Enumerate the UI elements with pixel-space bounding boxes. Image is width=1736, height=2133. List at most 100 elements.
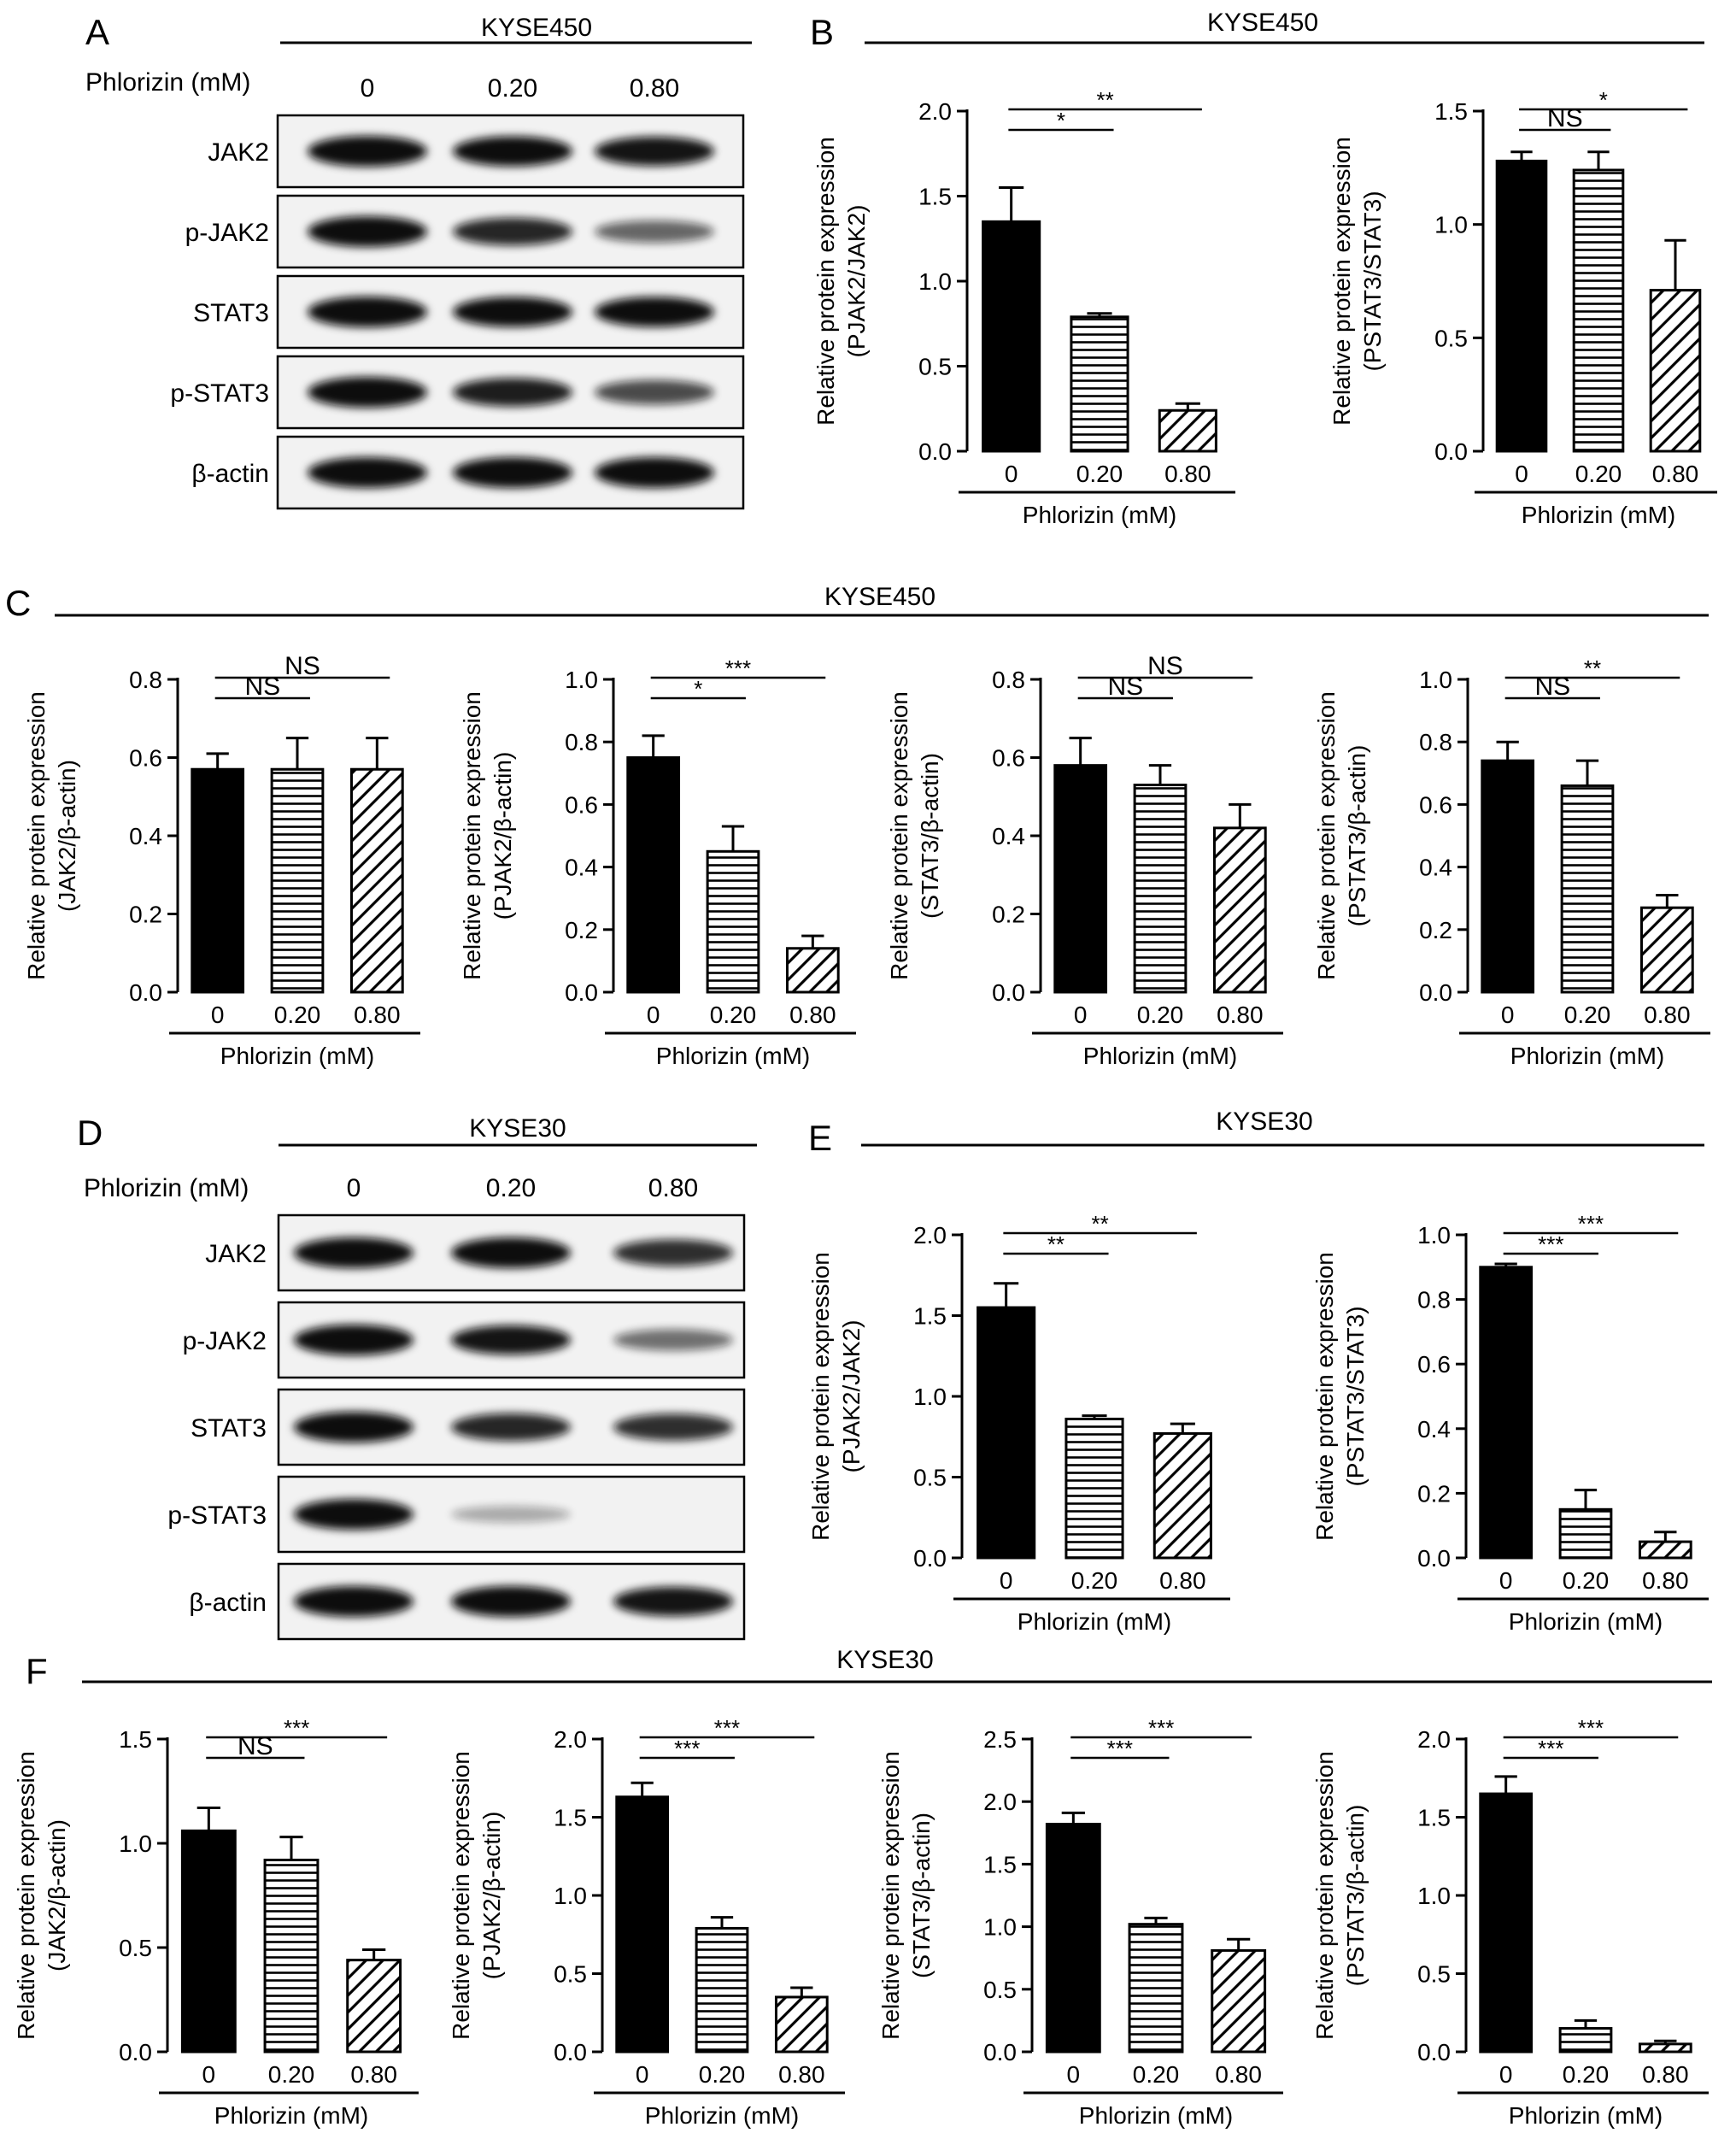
y-tick-label: 1.5 bbox=[554, 1805, 587, 1831]
panel-d: D KYSE30 Phlorizin (mM) 0 0.20 0.80 JAK2… bbox=[77, 1113, 757, 1641]
bar bbox=[1064, 1417, 1124, 1560]
significance-label: ** bbox=[1047, 1231, 1064, 1257]
significance-label: * bbox=[694, 676, 702, 702]
blot-label: β-actin bbox=[189, 1589, 267, 1617]
bar bbox=[1638, 2042, 1692, 2054]
x-tick-label: 0.80 bbox=[1642, 2061, 1689, 2088]
x-tick-label: 0.20 bbox=[268, 2061, 315, 2088]
y-axis-label-unit: (STAT3/β-actin) bbox=[908, 1813, 935, 1978]
bar bbox=[785, 947, 840, 994]
y-tick-label: 0.4 bbox=[1417, 1416, 1451, 1443]
bar bbox=[774, 1995, 829, 2054]
panel-a: A KYSE450 Phlorizin (mM) 0 0.20 0.80 JAK… bbox=[85, 12, 752, 510]
y-tick-label: 0.5 bbox=[1417, 1961, 1451, 1988]
y-tick-label: 0.0 bbox=[1419, 979, 1452, 1006]
blot-band bbox=[595, 457, 714, 488]
blot-band bbox=[453, 297, 572, 327]
blot-d-doses: 0 0.20 0.80 bbox=[347, 1174, 699, 1202]
y-tick-label: 0.0 bbox=[565, 979, 598, 1006]
y-tick-label: 0.2 bbox=[129, 902, 162, 928]
panel-f: F KYSE30 bbox=[26, 1646, 1712, 1691]
x-tick-label: 0.20 bbox=[1133, 2061, 1180, 2088]
y-tick-label: 0.5 bbox=[554, 1961, 587, 1988]
bar bbox=[1481, 759, 1535, 994]
y-tick-label: 2.0 bbox=[913, 1222, 947, 1249]
bar bbox=[1639, 906, 1694, 994]
blot-label: p-STAT3 bbox=[167, 1501, 267, 1530]
x-tick-label: 0 bbox=[1501, 1002, 1515, 1028]
bar bbox=[1133, 784, 1188, 994]
panel-e: E KYSE30 bbox=[808, 1108, 1704, 1158]
blot-d-cell-line: KYSE30 bbox=[469, 1114, 566, 1143]
blot-d-row-2: STAT3 bbox=[191, 1388, 746, 1466]
blot-label: p-JAK2 bbox=[183, 1327, 267, 1355]
x-tick-label: 0 bbox=[1067, 2061, 1081, 2088]
y-tick-label: 0.8 bbox=[129, 667, 162, 693]
bar-chart-b2: 0.0 0.5 1.0 1.5 Relative protein expression(… bbox=[1328, 87, 1717, 528]
blot-band bbox=[453, 378, 572, 407]
blot-band bbox=[613, 1239, 733, 1266]
y-tick-label: 0.4 bbox=[565, 855, 598, 881]
blot-band bbox=[308, 377, 427, 408]
bar bbox=[1158, 408, 1217, 453]
x-axis-label: Phlorizin (mM) bbox=[1509, 1608, 1663, 1635]
y-tick-label: 0.0 bbox=[119, 2039, 152, 2065]
significance-label: NS bbox=[284, 652, 320, 680]
y-tick-label: 2.0 bbox=[1417, 1726, 1451, 1753]
blot-d-row-1: p-JAK2 bbox=[183, 1301, 746, 1379]
panel-c: C KYSE450 bbox=[5, 583, 1709, 623]
x-axis-label: Phlorizin (mM) bbox=[220, 1043, 374, 1069]
significance-label: *** bbox=[1107, 1736, 1133, 1761]
y-axis-label: Relative protein expression bbox=[448, 1751, 474, 2040]
bar-chart-f2: 0.0 0.5 1.0 1.5 2.0 Relative protein expressi… bbox=[448, 1715, 845, 2129]
blot-a-row-3: p-STAT3 bbox=[170, 355, 745, 430]
blot-band bbox=[453, 217, 572, 246]
y-tick-label: 1.5 bbox=[1417, 1805, 1451, 1831]
x-axis-label: Phlorizin (mM) bbox=[645, 2102, 799, 2129]
significance-label: *** bbox=[1578, 1211, 1604, 1237]
bar bbox=[706, 849, 760, 994]
blot-band bbox=[294, 1237, 413, 1268]
blot-band bbox=[613, 1413, 733, 1441]
y-axis-label: Relative protein expression bbox=[459, 691, 485, 980]
y-tick-label: 1.0 bbox=[1417, 1222, 1451, 1249]
bar bbox=[1152, 1431, 1212, 1560]
bar bbox=[191, 767, 245, 994]
significance-label: ** bbox=[1584, 655, 1601, 681]
y-tick-label: 0.0 bbox=[554, 2039, 587, 2065]
bar bbox=[349, 767, 404, 994]
y-axis-label: Relative protein expression bbox=[1328, 137, 1355, 426]
panel-b: B KYSE450 bbox=[810, 9, 1704, 52]
y-tick-label: 0.8 bbox=[1419, 729, 1452, 755]
blot-band bbox=[308, 457, 427, 488]
bar bbox=[1128, 1923, 1184, 2054]
significance-label: *** bbox=[674, 1736, 700, 1761]
bar bbox=[982, 220, 1041, 453]
x-tick-label: 0.80 bbox=[1644, 1002, 1691, 1028]
blot-label: p-STAT3 bbox=[170, 379, 269, 408]
y-axis-label-unit: (JAK2/β-actin) bbox=[44, 1819, 70, 1971]
bar bbox=[1558, 1507, 1613, 1560]
bar bbox=[1212, 826, 1267, 994]
blot-band bbox=[308, 216, 427, 247]
blot-band bbox=[595, 136, 714, 167]
bar bbox=[270, 767, 325, 994]
y-tick-label: 1.0 bbox=[983, 1914, 1017, 1941]
bar bbox=[1638, 1540, 1692, 1560]
x-tick-label: 0.20 bbox=[274, 1002, 321, 1028]
significance-label: *** bbox=[1578, 1715, 1604, 1741]
x-axis-label: Phlorizin (mM) bbox=[1083, 1043, 1237, 1069]
y-tick-label: 0.5 bbox=[913, 1465, 947, 1491]
y-axis-label-unit: (PJAK2/JAK2) bbox=[838, 1320, 865, 1473]
blot-band bbox=[451, 1325, 571, 1355]
significance-label: *** bbox=[714, 1715, 740, 1741]
panel-letter-d: D bbox=[77, 1113, 103, 1153]
blot-label: STAT3 bbox=[193, 299, 269, 327]
bar bbox=[1211, 1948, 1267, 2054]
y-tick-label: 1.0 bbox=[554, 1883, 587, 1909]
blot-d-dose-1: 0.20 bbox=[486, 1174, 536, 1202]
x-tick-label: 0.20 bbox=[1076, 461, 1123, 487]
blot-band bbox=[294, 1499, 413, 1530]
bar bbox=[1560, 784, 1615, 994]
blot-band bbox=[308, 136, 427, 167]
